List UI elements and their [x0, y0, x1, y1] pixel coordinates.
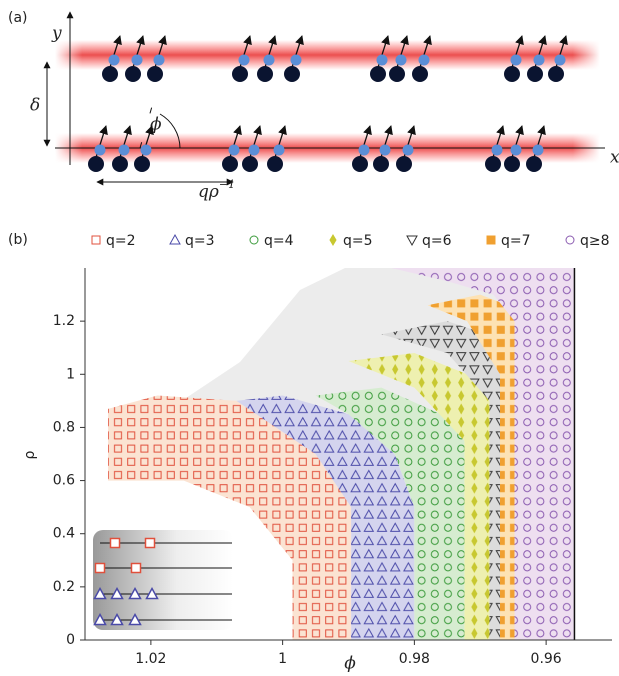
y-tick-label: 1 [66, 366, 75, 382]
symbol [96, 564, 105, 573]
legend-label: q=3 [185, 233, 215, 249]
dipole-shell [359, 145, 370, 156]
dipole-shell [154, 55, 165, 66]
dipole-core [257, 66, 273, 82]
symbol [111, 539, 120, 548]
dipole-core [370, 66, 386, 82]
figure: (a) y x δ qρ−1 ϕ (b) 1.02 1 0.98 0.96 0 0.2 0.… [0, 0, 619, 676]
x-tick-label: 1 [278, 651, 287, 667]
plot: 1.02 1 0.98 0.96 0 0.2 0.4 0.6 0.8 1 1.2 ϕ ρ q=2 q=3 q=… [22, 233, 612, 674]
symbol [566, 236, 574, 244]
legend-label: q=5 [343, 233, 373, 249]
x-tick-label: 0.96 [531, 651, 562, 667]
symbol [330, 235, 336, 245]
symbol [146, 539, 155, 548]
dipole-shell [95, 145, 106, 156]
dipole-core [102, 66, 118, 82]
dipole-core [242, 156, 258, 172]
dipole-shell [291, 55, 302, 66]
panel-label: (a) [8, 10, 28, 26]
dipole-core [267, 156, 283, 172]
dipole-shell [511, 145, 522, 156]
legend-label: q=7 [501, 233, 531, 249]
dipole-shell [380, 145, 391, 156]
symbol [487, 236, 495, 244]
dipole-core [373, 156, 389, 172]
symbol [92, 236, 100, 244]
dipole-core [389, 66, 405, 82]
symbol [407, 236, 417, 245]
dipole-core [134, 156, 150, 172]
dipole-shell [396, 55, 407, 66]
dipole-shell [377, 55, 388, 66]
dipole-core [222, 156, 238, 172]
legend-label: q=2 [106, 233, 136, 249]
dipole-core [412, 66, 428, 82]
dipole-shell [119, 145, 130, 156]
dipole-shell [419, 55, 430, 66]
dipole-core [548, 66, 564, 82]
spacing-exponent: −1 [219, 178, 235, 191]
y-tick-label: 1.2 [53, 313, 75, 329]
dipole-shell [492, 145, 503, 156]
symbol [132, 564, 141, 573]
dipole-core [352, 156, 368, 172]
dipole-core [504, 156, 520, 172]
dipole-shell [141, 145, 152, 156]
axis-label: y [51, 24, 62, 44]
x-tick-label: 1.02 [135, 651, 166, 667]
dipole-core [112, 156, 128, 172]
x-tick-label: 0.98 [399, 651, 430, 667]
dipole-shell [132, 55, 143, 66]
dipole-shell [555, 55, 566, 66]
x-axis-label: ϕ [344, 654, 356, 674]
y-tick-label: 0.4 [53, 526, 75, 542]
dipole-core [485, 156, 501, 172]
axis-label: x [610, 148, 619, 168]
dipole-core [396, 156, 412, 172]
y-tick-label: 0.6 [53, 473, 75, 489]
dipole-core [232, 66, 248, 82]
dipole-core [284, 66, 300, 82]
dipole-shell [534, 55, 545, 66]
delta-label: δ [30, 96, 40, 116]
angle-label: ϕ [150, 115, 162, 135]
legend-label: q=4 [264, 233, 294, 249]
dipole-shell [533, 145, 544, 156]
schematic: (a) y x δ qρ−1 ϕ [8, 10, 619, 202]
dipole-core [125, 66, 141, 82]
dipole-core [527, 66, 543, 82]
dipole-core [504, 66, 520, 82]
dipole-shell [264, 55, 275, 66]
symbol [250, 236, 258, 244]
page: (a) y x δ qρ−1 ϕ (b) 1.02 1 0.98 0.96 0 0.2 0.… [0, 0, 619, 676]
dipole-shell [274, 145, 285, 156]
y-axis-label: ρ [22, 450, 38, 459]
dipole-shell [249, 145, 260, 156]
legend-label: q=6 [422, 233, 452, 249]
symbol [170, 235, 180, 244]
panel-label: (b) [8, 232, 28, 248]
y-tick-label: 0 [66, 632, 75, 648]
y-tick-label: 0.8 [53, 419, 75, 435]
dipole-core [147, 66, 163, 82]
dipole-shell [229, 145, 240, 156]
y-tick-label: 0.2 [53, 579, 75, 595]
legend-label: q≥8 [580, 233, 610, 249]
dipole-core [88, 156, 104, 172]
dipole-shell [109, 55, 120, 66]
dipole-shell [511, 55, 522, 66]
spacing-base: qρ [198, 182, 219, 202]
spacing-label: qρ−1 [198, 178, 235, 202]
dipole-core [526, 156, 542, 172]
dipole-shell [239, 55, 250, 66]
dipole-shell [403, 145, 414, 156]
